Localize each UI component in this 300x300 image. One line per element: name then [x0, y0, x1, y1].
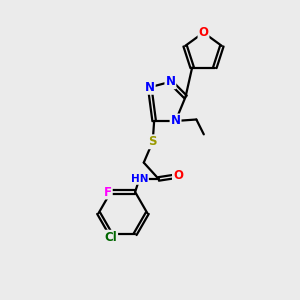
Text: O: O [199, 26, 208, 39]
Text: N: N [165, 75, 176, 88]
Text: N: N [145, 81, 155, 94]
Text: O: O [173, 169, 183, 182]
Text: S: S [148, 135, 157, 148]
Text: HN: HN [130, 174, 148, 184]
Text: Cl: Cl [104, 231, 117, 244]
Text: N: N [171, 115, 181, 128]
Text: F: F [104, 185, 112, 199]
